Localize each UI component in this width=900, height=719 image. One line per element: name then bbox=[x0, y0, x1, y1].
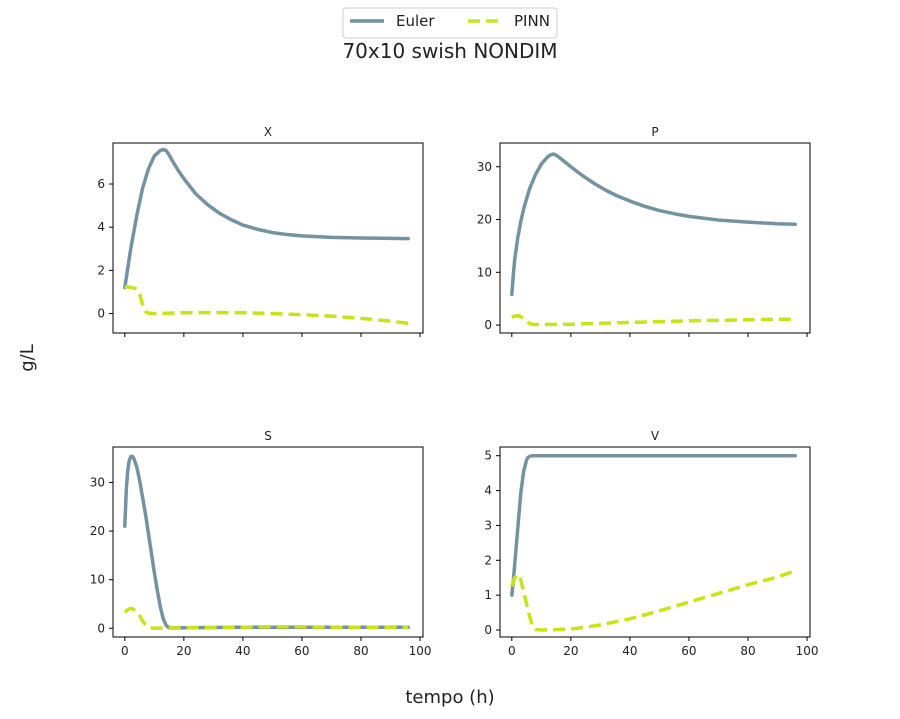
y-tick-label-v: 0 bbox=[484, 623, 492, 637]
y-tick-label-x: 4 bbox=[97, 220, 105, 234]
figure-title: 70x10 swish NONDIM bbox=[342, 39, 557, 63]
x-tick-label-s: 100 bbox=[409, 644, 432, 658]
x-tick-label-s: 60 bbox=[294, 644, 309, 658]
series-line-euler-p bbox=[510, 152, 797, 297]
series-line-euler-v bbox=[510, 453, 797, 597]
legend-frame bbox=[342, 7, 558, 39]
panel-title-x: X bbox=[264, 125, 272, 139]
y-tick-label-s: 20 bbox=[90, 524, 105, 538]
y-tick-label-x: 2 bbox=[97, 263, 105, 277]
panel-title-p: P bbox=[651, 125, 658, 139]
legend: Euler PINN bbox=[342, 7, 558, 39]
y-tick-label-v: 5 bbox=[484, 449, 492, 463]
plot-frame-x bbox=[112, 142, 424, 334]
y-tick-label-p: 20 bbox=[477, 213, 492, 227]
plot-frame-p bbox=[499, 142, 811, 334]
series-line-pinn-v bbox=[510, 569, 796, 632]
series-line-euler-x bbox=[123, 147, 410, 290]
series-line-euler-s bbox=[123, 454, 410, 630]
plot-frame-v bbox=[499, 446, 811, 638]
plot-frame-s bbox=[112, 446, 424, 638]
x-tick-label-s: 80 bbox=[353, 644, 368, 658]
x-tick-label-s: 20 bbox=[176, 644, 191, 658]
x-tick-label-v: 40 bbox=[622, 644, 637, 658]
x-tick-label-s: 0 bbox=[121, 644, 129, 658]
x-tick-label-v: 80 bbox=[740, 644, 755, 658]
x-tick-label-v: 100 bbox=[796, 644, 819, 658]
x-tick-label-v: 20 bbox=[563, 644, 578, 658]
x-tick-label-v: 0 bbox=[508, 644, 516, 658]
legend-label-pinn: PINN bbox=[514, 12, 550, 30]
figure-xlabel: tempo (h) bbox=[405, 687, 494, 708]
panel-x: 0 2 4 6 X bbox=[97, 125, 424, 337]
x-tick-label-v: 60 bbox=[681, 644, 696, 658]
panel-v: 0 20 40 60 80 100 0 1 2 3 4 5 V bbox=[484, 429, 818, 658]
panel-title-s: S bbox=[264, 429, 272, 443]
y-tick-label-v: 4 bbox=[484, 484, 492, 498]
series-line-pinn-p bbox=[511, 313, 796, 327]
y-tick-label-p: 30 bbox=[477, 160, 492, 174]
panel-s: 0 20 40 60 80 100 0 10 20 30 S bbox=[90, 429, 432, 658]
y-tick-label-s: 10 bbox=[90, 573, 105, 587]
y-tick-label-x: 6 bbox=[97, 177, 105, 191]
series-line-pinn-s bbox=[123, 606, 409, 630]
y-tick-label-v: 2 bbox=[484, 553, 492, 567]
x-tick-label-s: 40 bbox=[235, 644, 250, 658]
figure-ylabel: g/L bbox=[17, 344, 38, 372]
panel-p: 0 10 20 30 P bbox=[477, 125, 811, 337]
series-line-pinn-x bbox=[124, 284, 409, 326]
y-tick-label-v: 3 bbox=[484, 518, 492, 532]
y-tick-label-v: 1 bbox=[484, 588, 492, 602]
panel-title-v: V bbox=[651, 429, 660, 443]
legend-label-euler: Euler bbox=[396, 12, 435, 30]
y-tick-label-p: 10 bbox=[477, 265, 492, 279]
y-tick-label-p: 0 bbox=[484, 318, 492, 332]
y-tick-label-s: 30 bbox=[90, 475, 105, 489]
y-tick-label-s: 0 bbox=[97, 621, 105, 635]
y-tick-label-x: 0 bbox=[97, 307, 105, 321]
